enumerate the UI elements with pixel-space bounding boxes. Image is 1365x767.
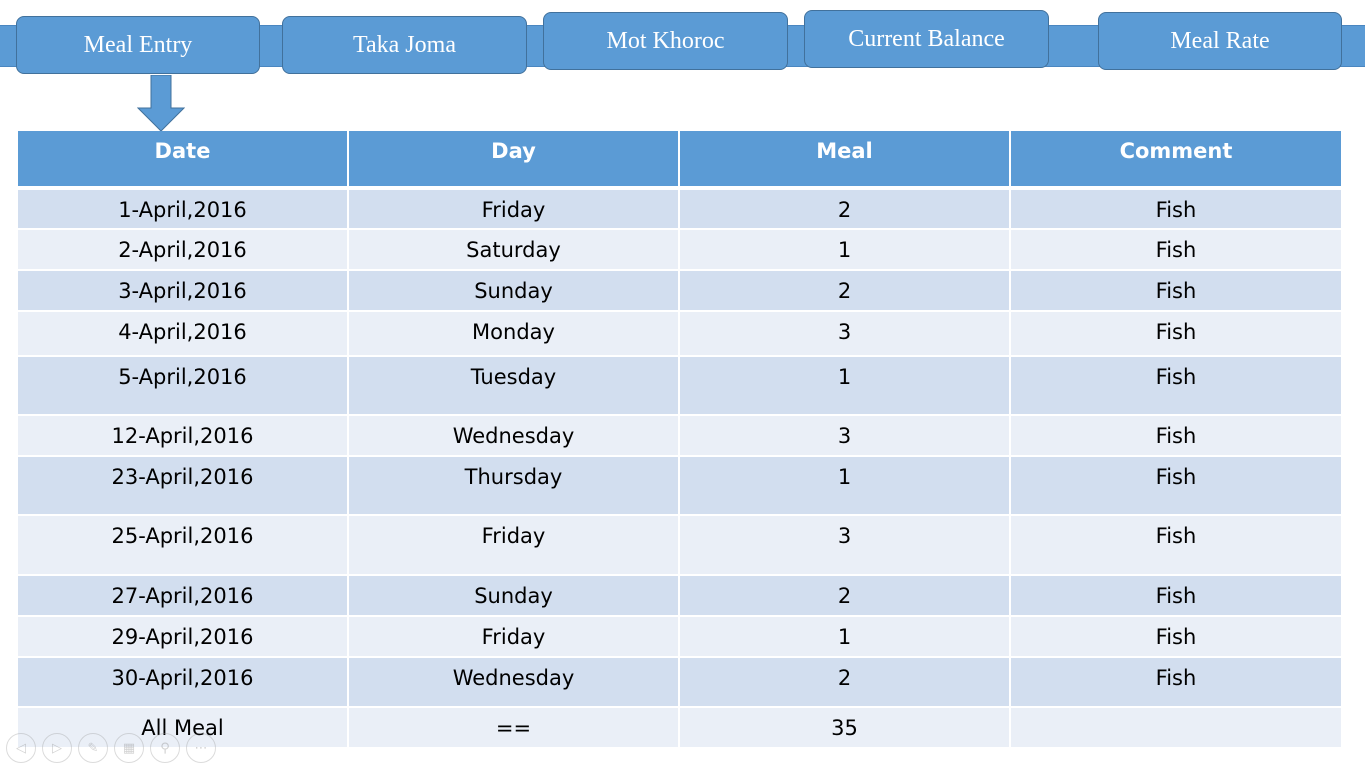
meal-cell: 1 (678, 455, 1011, 516)
date-cell: 5-April,2016 (16, 355, 349, 416)
column-header-day: Day (347, 131, 680, 190)
date-cell: 3-April,2016 (16, 269, 349, 312)
tab-current-balance[interactable]: Current Balance (804, 10, 1049, 68)
comment-cell: Fish (1009, 656, 1343, 708)
date-cell: 1-April,2016 (16, 187, 349, 230)
table-row: 27-April,2016 Sunday 2 Fish (16, 574, 1343, 617)
day-cell: Friday (347, 615, 680, 658)
slide-sorter-icon[interactable]: ▦ (114, 733, 144, 763)
tab-taka-joma[interactable]: Taka Joma (282, 16, 527, 74)
table-row: 12-April,2016 Wednesday 3 Fish (16, 414, 1343, 457)
previous-slide-icon[interactable]: ◁ (6, 733, 36, 763)
tab-mot-khoroc[interactable]: Mot Khoroc (543, 12, 788, 70)
down-arrow-icon (137, 75, 185, 132)
table-row: 2-April,2016 Saturday 1 Fish (16, 228, 1343, 271)
date-cell: 12-April,2016 (16, 414, 349, 457)
date-cell: 23-April,2016 (16, 455, 349, 516)
column-header-comment: Comment (1009, 131, 1343, 190)
day-cell: Friday (347, 514, 680, 576)
total-comment-cell (1009, 706, 1343, 749)
zoom-icon[interactable]: ⚲ (150, 733, 180, 763)
meal-cell: 3 (678, 310, 1011, 357)
meal-cell: 2 (678, 187, 1011, 230)
total-meal-cell: 35 (678, 706, 1011, 749)
table-row: 4-April,2016 Monday 3 Fish (16, 310, 1343, 357)
day-cell: Sunday (347, 269, 680, 312)
tab-meal-rate[interactable]: Meal Rate (1098, 12, 1342, 70)
comment-cell: Fish (1009, 455, 1343, 516)
comment-cell: Fish (1009, 187, 1343, 230)
date-cell: 30-April,2016 (16, 656, 349, 708)
day-cell: Wednesday (347, 414, 680, 457)
day-cell: Tuesday (347, 355, 680, 416)
comment-cell: Fish (1009, 574, 1343, 617)
comment-cell: Fish (1009, 615, 1343, 658)
meal-cell: 3 (678, 414, 1011, 457)
date-cell: 2-April,2016 (16, 228, 349, 271)
day-cell: Friday (347, 187, 680, 230)
date-cell: 25-April,2016 (16, 514, 349, 576)
meal-cell: 1 (678, 615, 1011, 658)
table-row: 29-April,2016 Friday 1 Fish (16, 615, 1343, 658)
table-row: 1-April,2016 Friday 2 Fish (16, 187, 1343, 230)
date-cell: 27-April,2016 (16, 574, 349, 617)
meal-cell: 3 (678, 514, 1011, 576)
meal-cell: 2 (678, 656, 1011, 708)
column-header-date: Date (16, 131, 349, 190)
day-cell: Sunday (347, 574, 680, 617)
comment-cell: Fish (1009, 269, 1343, 312)
table-header-row: Date Day Meal Comment (16, 131, 1343, 190)
day-cell: Thursday (347, 455, 680, 516)
meal-cell: 1 (678, 228, 1011, 271)
table-row: 3-April,2016 Sunday 2 Fish (16, 269, 1343, 312)
next-slide-icon[interactable]: ▷ (42, 733, 72, 763)
meal-cell: 1 (678, 355, 1011, 416)
total-separator-cell: == (347, 706, 680, 749)
table-row: 30-April,2016 Wednesday 2 Fish (16, 656, 1343, 708)
table-row: 23-April,2016 Thursday 1 Fish (16, 455, 1343, 516)
slideshow-controls: ◁ ▷ ✎ ▦ ⚲ ⋯ (6, 733, 216, 763)
comment-cell: Fish (1009, 355, 1343, 416)
table-row: 25-April,2016 Friday 3 Fish (16, 514, 1343, 576)
date-cell: 4-April,2016 (16, 310, 349, 357)
more-options-icon[interactable]: ⋯ (186, 733, 216, 763)
comment-cell: Fish (1009, 514, 1343, 576)
day-cell: Wednesday (347, 656, 680, 708)
meal-cell: 2 (678, 574, 1011, 617)
date-cell: 29-April,2016 (16, 615, 349, 658)
tab-meal-entry[interactable]: Meal Entry (16, 16, 260, 74)
day-cell: Monday (347, 310, 680, 357)
meal-table: Date Day Meal Comment 1-April,2016 Frida… (16, 131, 1343, 749)
total-row: All Meal == 35 (16, 706, 1343, 749)
comment-cell: Fish (1009, 310, 1343, 357)
meal-cell: 2 (678, 269, 1011, 312)
day-cell: Saturday (347, 228, 680, 271)
column-header-meal: Meal (678, 131, 1011, 190)
comment-cell: Fish (1009, 414, 1343, 457)
table-row: 5-April,2016 Tuesday 1 Fish (16, 355, 1343, 416)
comment-cell: Fish (1009, 228, 1343, 271)
pen-icon[interactable]: ✎ (78, 733, 108, 763)
